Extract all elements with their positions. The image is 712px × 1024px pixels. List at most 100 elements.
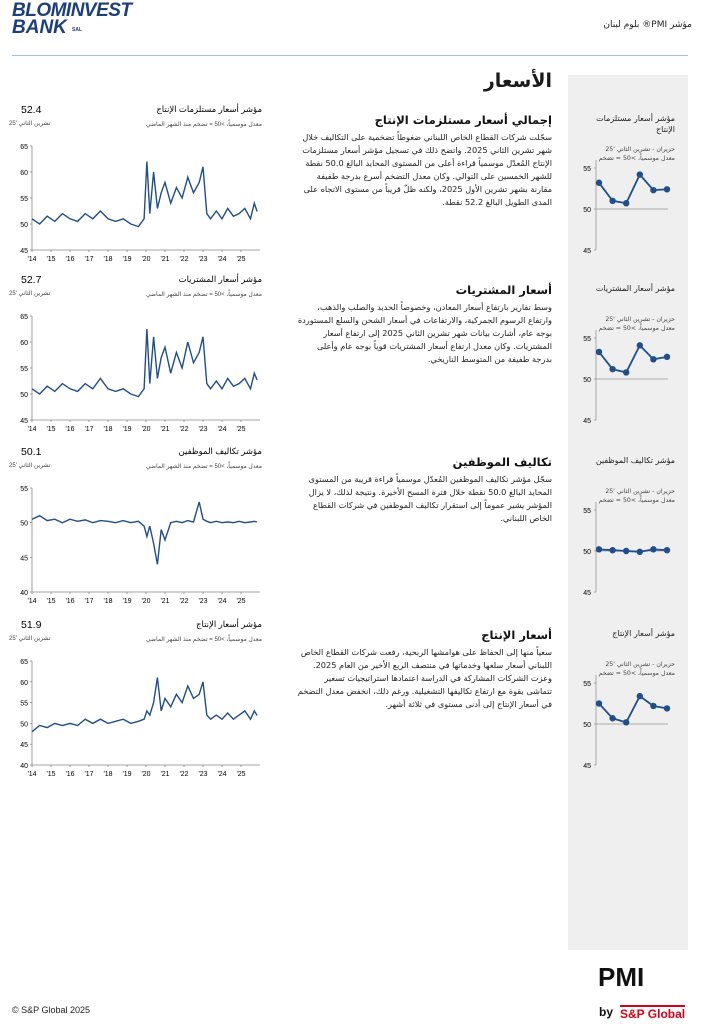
header-title: مؤشر PMI® بلوم لبنان bbox=[603, 20, 692, 30]
x-tick-label: '24 bbox=[217, 256, 226, 263]
x-tick-label: '14 bbox=[27, 426, 36, 433]
x-tick-label: '19 bbox=[122, 426, 131, 433]
point bbox=[663, 353, 671, 361]
x-tick-label: '18 bbox=[103, 771, 112, 778]
y-tick-label: 50 bbox=[583, 377, 591, 384]
point bbox=[609, 715, 616, 722]
chart: مؤشر تكاليف الموظفين 50.1 معدل موسمياً، >5… bbox=[9, 446, 262, 605]
section-text: سجّلت شركات القطاع الخاص اللبناني ضغوطاً… bbox=[302, 132, 552, 207]
point bbox=[595, 700, 603, 707]
x-tick-label: '25 bbox=[236, 256, 245, 263]
latest-value: 51.9 bbox=[21, 619, 42, 631]
y-tick-label: 45 bbox=[20, 555, 28, 562]
x-tick-label: '23 bbox=[198, 256, 207, 263]
y-tick-label: 65 bbox=[20, 144, 28, 151]
y-tick-label: 50 bbox=[20, 721, 28, 728]
x-tick-label: '24 bbox=[217, 771, 226, 778]
point bbox=[636, 342, 643, 349]
x-tick-label: '20 bbox=[141, 598, 150, 605]
x-tick-label: '15 bbox=[46, 598, 55, 605]
point bbox=[595, 348, 603, 356]
brand-sp: S&P Global bbox=[620, 1005, 686, 1021]
x-tick-label: '16 bbox=[65, 256, 74, 263]
x-tick-label: '18 bbox=[103, 426, 112, 433]
mini-note: معدل موسمياً، >50 = تضخم bbox=[598, 325, 675, 332]
y-tick-label: 65 bbox=[20, 314, 28, 321]
series-line bbox=[598, 548, 668, 553]
logo: BLOMINVEST BANK SAL bbox=[12, 0, 182, 40]
header-rule bbox=[12, 55, 688, 56]
x-tick-label: '18 bbox=[103, 598, 112, 605]
series-line bbox=[31, 161, 258, 228]
x-tick-label: '20 bbox=[141, 426, 150, 433]
series-line bbox=[598, 172, 668, 205]
x-tick-label: '24 bbox=[217, 598, 226, 605]
logo-text: BLOMINVEST bbox=[12, 0, 132, 21]
x-tick-label: '23 bbox=[198, 598, 207, 605]
x-tick-label: '14 bbox=[27, 771, 36, 778]
x-tick-label: '22 bbox=[179, 598, 188, 605]
section-heading: أسعار الإنتاج bbox=[481, 628, 552, 642]
x-tick-label: '18 bbox=[103, 256, 112, 263]
section-heading: أسعار المشتريات bbox=[455, 283, 552, 297]
logo-text: BANK bbox=[12, 17, 67, 38]
mini-title: مؤشر تكاليف الموظفين bbox=[595, 456, 675, 465]
y-tick-label: 50 bbox=[583, 549, 591, 556]
x-tick-label: '25 bbox=[236, 771, 245, 778]
chart: مؤشر أسعار مستلزمات الإنتاج 52.4 معدل موسم… bbox=[9, 103, 262, 263]
x-tick-label: '22 bbox=[179, 771, 188, 778]
x-tick-label: '14 bbox=[27, 256, 36, 263]
mini-subtitle: حزيران - تشرين الثاني '25 bbox=[605, 316, 675, 323]
y-tick-label: 45 bbox=[583, 590, 591, 597]
x-tick-label: '15 bbox=[46, 256, 55, 263]
y-tick-label: 65 bbox=[20, 659, 28, 666]
y-tick-label: 45 bbox=[20, 742, 28, 749]
y-tick-label: 55 bbox=[20, 196, 28, 203]
point bbox=[650, 186, 657, 194]
x-tick-label: '19 bbox=[122, 771, 131, 778]
x-tick-label: '15 bbox=[46, 771, 55, 778]
chart: 45 50 55 bbox=[583, 675, 671, 770]
x-tick-label: '15 bbox=[46, 426, 55, 433]
x-tick-label: '21 bbox=[160, 771, 169, 778]
y-tick-label: 45 bbox=[583, 418, 591, 425]
point bbox=[663, 186, 671, 193]
y-tick-label: 55 bbox=[583, 336, 591, 343]
point bbox=[609, 546, 616, 554]
x-tick-label: '23 bbox=[198, 426, 207, 433]
point bbox=[650, 356, 657, 363]
latest-date: تشرين الثاني '25 bbox=[9, 462, 51, 469]
chart: 45 50 55 bbox=[583, 502, 671, 597]
mini-title: مؤشر أسعار مستلزمات الإنتاج bbox=[596, 114, 675, 134]
y-tick-label: 55 bbox=[20, 701, 28, 708]
x-tick-label: '20 bbox=[141, 771, 150, 778]
mini-title: مؤشر أسعار الإنتاج bbox=[612, 629, 675, 638]
y-tick-label: 45 bbox=[583, 248, 591, 255]
y-tick-label: 55 bbox=[583, 681, 591, 688]
chart-title: مؤشر أسعار المشتريات bbox=[179, 273, 262, 284]
chart-subtitle: معدل موسمياً، >50 = تضخم منذ الشهر الماض… bbox=[146, 120, 262, 128]
y-tick-label: 45 bbox=[20, 418, 28, 425]
latest-date: تشرين الثاني '25 bbox=[9, 635, 51, 642]
mini-note: معدل موسمياً، >50 = تضخم bbox=[598, 155, 675, 162]
latest-value: 50.1 bbox=[21, 446, 42, 458]
copyright: © S&P Global 2025 bbox=[12, 1005, 91, 1015]
chart: 45 50 55 bbox=[583, 330, 671, 425]
mini-subtitle: حزيران - تشرين الثاني '25 bbox=[605, 661, 675, 668]
point bbox=[663, 705, 671, 712]
point bbox=[595, 546, 603, 553]
x-tick-label: '17 bbox=[84, 598, 93, 605]
x-tick-label: '21 bbox=[160, 426, 169, 433]
section-text: سعياً منها إلى الحفاظ على هوامشها الربحي… bbox=[297, 647, 552, 709]
x-tick-label: '17 bbox=[84, 426, 93, 433]
sidebar bbox=[568, 75, 688, 950]
y-tick-label: 40 bbox=[20, 590, 28, 597]
y-tick-label: 50 bbox=[583, 722, 591, 729]
latest-date: تشرين الثاني '25 bbox=[9, 120, 51, 127]
chart: مؤشر أسعار المشتريات 52.7 معدل موسمياً، >5… bbox=[9, 273, 262, 433]
mini-note: معدل موسمياً، >50 = تضخم bbox=[598, 670, 675, 677]
point bbox=[609, 365, 616, 373]
latest-value: 52.4 bbox=[21, 104, 42, 116]
chart-subtitle: معدل موسمياً، >50 = تضخم منذ الشهر الماض… bbox=[146, 635, 262, 643]
